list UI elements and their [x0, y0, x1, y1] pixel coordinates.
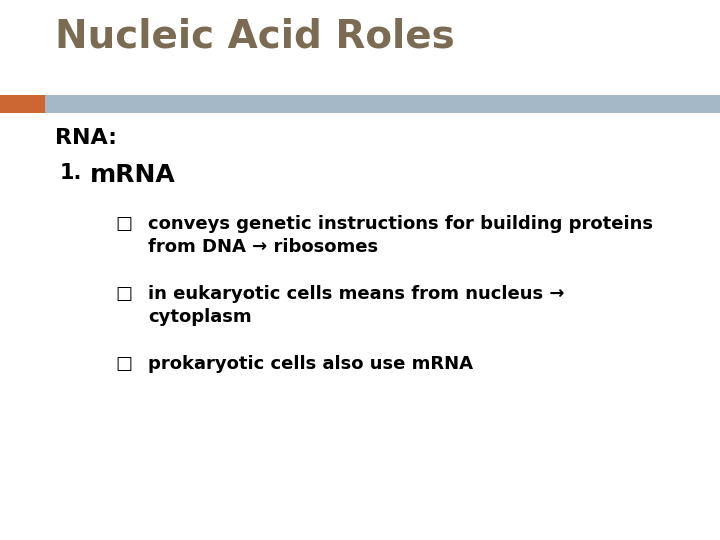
- Text: □: □: [115, 215, 132, 233]
- Text: conveys genetic instructions for building proteins
from DNA → ribosomes: conveys genetic instructions for buildin…: [148, 215, 653, 256]
- Text: in eukaryotic cells means from nucleus →
cytoplasm: in eukaryotic cells means from nucleus →…: [148, 285, 564, 326]
- Text: Nucleic Acid Roles: Nucleic Acid Roles: [55, 18, 455, 56]
- Bar: [45, 95, 720, 113]
- Text: □: □: [115, 285, 132, 303]
- Bar: [0, 95, 45, 113]
- Text: □: □: [115, 355, 132, 373]
- Text: 1.: 1.: [60, 163, 82, 183]
- Text: prokaryotic cells also use mRNA: prokaryotic cells also use mRNA: [148, 355, 473, 373]
- Text: mRNA: mRNA: [90, 163, 176, 187]
- Text: RNA:: RNA:: [55, 128, 117, 148]
